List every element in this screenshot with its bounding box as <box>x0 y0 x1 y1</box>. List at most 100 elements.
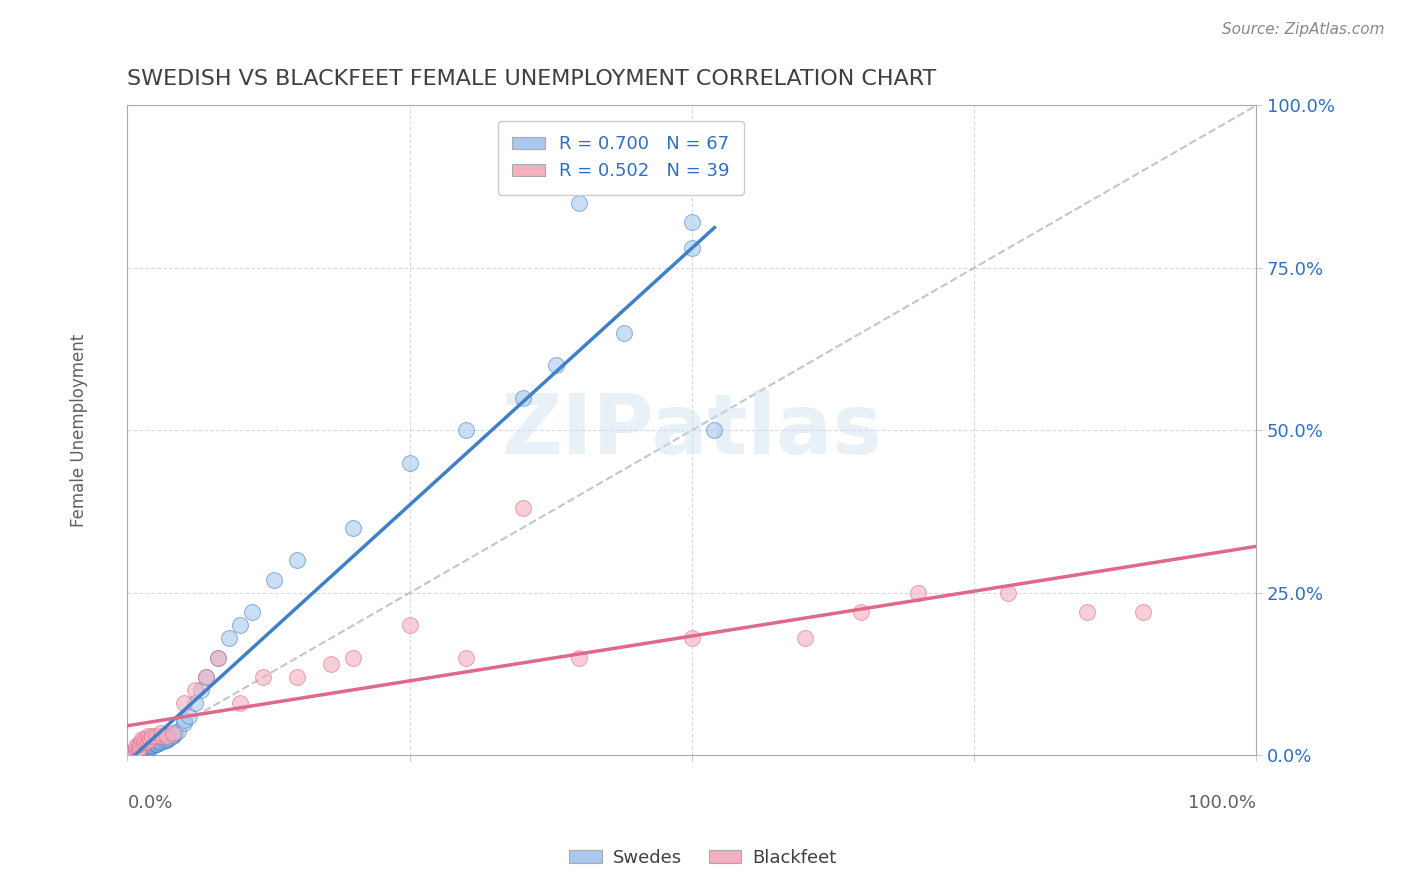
Point <box>613 326 636 340</box>
Point <box>136 739 159 753</box>
Point <box>136 729 159 743</box>
Text: 0.0%: 0.0% <box>128 795 173 813</box>
Point <box>141 729 163 743</box>
Text: SWEDISH VS BLACKFEET FEMALE UNEMPLOYMENT CORRELATION CHART: SWEDISH VS BLACKFEET FEMALE UNEMPLOYMENT… <box>128 69 936 88</box>
Point <box>568 195 591 210</box>
Point <box>159 730 181 744</box>
Point <box>184 683 207 698</box>
Point <box>150 734 173 748</box>
Point <box>167 723 190 738</box>
Point <box>454 651 477 665</box>
Point <box>149 735 172 749</box>
Point <box>139 739 162 753</box>
Point <box>139 739 162 754</box>
Point <box>568 651 591 665</box>
Text: ZIPatlas: ZIPatlas <box>502 390 883 471</box>
Point <box>131 742 153 756</box>
Point <box>139 740 162 755</box>
Point <box>128 742 150 756</box>
Point <box>128 743 150 757</box>
Point <box>153 733 176 747</box>
Point <box>1132 605 1154 619</box>
Point <box>162 727 184 741</box>
Point <box>134 739 156 754</box>
Point <box>146 736 169 750</box>
Point <box>157 731 180 745</box>
Point <box>139 732 162 747</box>
Point <box>218 632 240 646</box>
Point <box>142 737 165 751</box>
Point <box>252 670 274 684</box>
Point <box>125 744 148 758</box>
Point <box>131 740 153 755</box>
Point <box>156 733 179 747</box>
Point <box>145 737 167 751</box>
Point <box>162 725 184 739</box>
Point <box>173 715 195 730</box>
Point <box>179 709 201 723</box>
Point <box>145 737 167 751</box>
Point <box>240 605 263 619</box>
Point <box>136 739 159 754</box>
Text: Source: ZipAtlas.com: Source: ZipAtlas.com <box>1222 22 1385 37</box>
Point <box>1076 605 1098 619</box>
Point <box>129 735 152 749</box>
Point <box>851 605 873 619</box>
Point <box>703 423 725 437</box>
Point <box>681 632 703 646</box>
Point <box>128 743 150 757</box>
Point <box>195 670 218 684</box>
Point <box>793 632 815 646</box>
Point <box>129 742 152 756</box>
Point <box>145 729 167 743</box>
Point <box>398 456 420 470</box>
Point <box>125 742 148 756</box>
Point <box>134 732 156 747</box>
Point <box>135 740 157 755</box>
Point <box>229 697 252 711</box>
Point <box>131 732 153 747</box>
Legend: R = 0.700   N = 67, R = 0.502   N = 39: R = 0.700 N = 67, R = 0.502 N = 39 <box>498 121 744 194</box>
Point <box>138 739 160 754</box>
Point <box>152 734 174 748</box>
Point <box>997 586 1019 600</box>
Point <box>128 737 150 751</box>
Point <box>207 651 229 665</box>
Point <box>141 738 163 752</box>
Point <box>195 670 218 684</box>
Point <box>156 732 179 747</box>
Point <box>134 742 156 756</box>
Point <box>122 745 145 759</box>
Point <box>163 725 186 739</box>
Point <box>129 742 152 756</box>
Point <box>134 742 156 756</box>
Point <box>141 739 163 753</box>
Point <box>681 241 703 255</box>
Point <box>148 735 170 749</box>
Point <box>285 670 308 684</box>
Point <box>134 735 156 749</box>
Point <box>122 745 145 759</box>
Point <box>150 729 173 743</box>
Point <box>454 423 477 437</box>
Point <box>342 651 364 665</box>
Point <box>156 729 179 743</box>
Point <box>681 215 703 229</box>
Point <box>173 697 195 711</box>
Legend: Swedes, Blackfeet: Swedes, Blackfeet <box>562 842 844 874</box>
Point <box>128 742 150 756</box>
Point <box>229 618 252 632</box>
Point <box>139 739 162 753</box>
Point <box>128 740 150 755</box>
Point <box>907 586 929 600</box>
Point <box>285 553 308 567</box>
Text: Female Unemployment: Female Unemployment <box>70 334 87 527</box>
Point <box>173 713 195 727</box>
Point <box>512 391 534 405</box>
Point <box>136 739 159 754</box>
Point <box>131 742 153 756</box>
Point <box>150 725 173 739</box>
Point <box>263 573 285 587</box>
Point <box>134 740 156 755</box>
Point <box>207 651 229 665</box>
